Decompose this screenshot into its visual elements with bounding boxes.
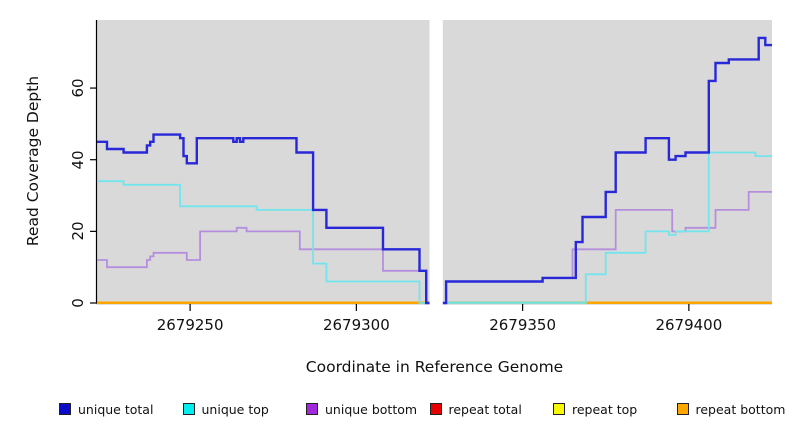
x-axis-title: Coordinate in Reference Genome (305, 358, 564, 376)
series-line-unique-top (97, 151, 772, 304)
y-tick-label: 0 (69, 298, 87, 308)
x-tick-label: 2679300 (322, 316, 390, 334)
y-axis-title: Read Coverage Depth (24, 75, 42, 247)
no-data-gap (429, 19, 443, 305)
series-line-unique-total (97, 36, 772, 305)
y-tick-label: 40 (69, 150, 87, 170)
x-tick-label: 2679250 (156, 316, 224, 334)
x-tick-label: 2679400 (655, 316, 723, 334)
y-tick-label: 20 (69, 221, 87, 241)
x-tick-label: 2679350 (489, 316, 557, 334)
y-tick-label: 60 (69, 78, 87, 98)
